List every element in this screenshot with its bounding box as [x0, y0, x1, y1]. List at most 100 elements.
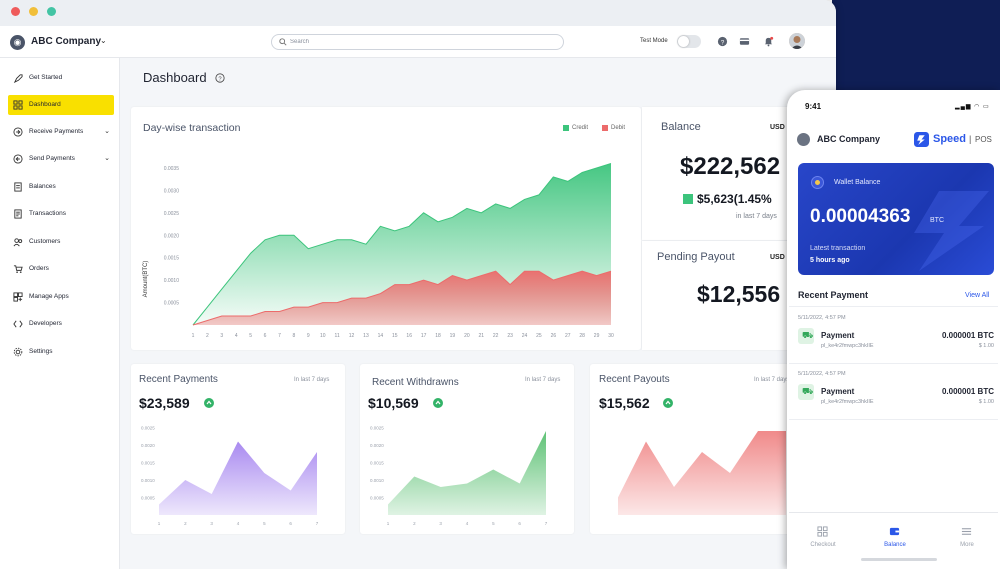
sidebar-item-get-started[interactable]: Get Started — [8, 68, 114, 88]
wallet-balance-card[interactable]: Wallet Balance 0.00004363 BTC Latest tra… — [798, 163, 994, 275]
x-tick-label: 27 — [565, 333, 571, 339]
payment-id: pl_ke4r2fmwpc3hkIIE — [821, 399, 874, 405]
sidebar-item-label: Send Payments — [29, 155, 75, 162]
recent-withdrawns-amount: $10,569 — [368, 395, 419, 411]
recent-withdrawns-period[interactable]: In last 7 days — [525, 377, 561, 383]
tab-checkout[interactable]: Checkout — [793, 524, 853, 554]
close-window-button[interactable] — [11, 7, 20, 16]
test-mode-label: Test Mode — [640, 38, 668, 44]
bell-icon[interactable] — [763, 36, 774, 47]
send-icon — [13, 154, 23, 164]
sidebar-item-settings[interactable]: Settings — [8, 342, 114, 362]
chevron-down-icon[interactable]: ⌄ — [100, 36, 107, 45]
day-wise-title: Day-wise transaction — [143, 122, 241, 134]
x-tick-label: 11 — [335, 333, 340, 339]
divider — [789, 306, 998, 307]
x-tick-label: 18 — [435, 333, 441, 339]
receive-icon — [13, 127, 23, 137]
view-all-link[interactable]: View All — [965, 292, 990, 299]
x-tick-label: 6 — [289, 521, 292, 526]
tab-balance[interactable]: Balance — [865, 524, 925, 554]
legend-credit-label: Credit — [572, 125, 589, 131]
sidebar-item-label: Balances — [29, 183, 56, 190]
x-tick-label: 17 — [421, 333, 427, 339]
desktop-window: ◉ ABC Company ⌄ Test Mode ? Get Started D… — [0, 0, 836, 569]
card-icon[interactable] — [739, 36, 750, 47]
tab-label: Balance — [884, 542, 906, 548]
tab-more[interactable]: More — [937, 524, 997, 554]
top-bar: ◉ ABC Company ⌄ Test Mode ? — [0, 26, 836, 58]
sidebar-item-receive-payments[interactable]: Receive Payments ⌄ — [8, 122, 114, 142]
debit-area — [193, 271, 611, 325]
credit-line — [192, 163, 612, 326]
y-tick-label: 0.0015 — [141, 461, 155, 466]
phone-company: ABC Company — [817, 134, 881, 144]
sidebar-item-label: Developers — [29, 320, 62, 327]
x-tick-label: 3 — [439, 521, 442, 526]
x-tick-label: 2 — [413, 521, 416, 526]
apps-icon — [13, 292, 23, 302]
x-tick-label: 1 — [387, 521, 390, 526]
balance-currency[interactable]: USD — [770, 124, 785, 131]
sidebar-item-transactions[interactable]: Transactions — [8, 204, 114, 224]
x-tick-label: 22 — [493, 333, 499, 339]
sidebar-item-manage-apps[interactable]: Manage Apps — [8, 287, 114, 307]
x-tick-label: 4 — [235, 333, 238, 339]
avatar[interactable] — [789, 33, 805, 49]
x-tick-label: 5 — [263, 521, 266, 526]
payment-row[interactable]: 5/11/2022, 4:57 PM ⛟ Payment pl_ke4r2fmw… — [789, 364, 998, 420]
payment-title: Payment — [821, 387, 855, 396]
help-circle-icon[interactable]: ? — [215, 73, 225, 83]
payment-btc: 0.000001 BTC — [941, 331, 994, 340]
rocket-icon — [13, 74, 23, 83]
sidebar: Get Started Dashboard Receive Payments ⌄ Sen… — [0, 58, 120, 569]
minimize-window-button[interactable] — [29, 7, 38, 16]
sidebar-item-label: Transactions — [29, 210, 66, 217]
sidebar-item-send-payments[interactable]: Send Payments ⌄ — [8, 149, 114, 169]
latest-time: 5 hours ago — [810, 257, 850, 264]
payment-usd: $ 1.00 — [978, 343, 994, 349]
sidebar-item-label: Settings — [29, 348, 53, 355]
search-input[interactable] — [290, 36, 550, 48]
wallet-unit: BTC — [930, 217, 944, 224]
recent-payments-chart: 0.0025 0.0020 0.0015 0.0010 0.0005 1 2 3 4 5 6 7 — [141, 426, 319, 527]
recent-payouts-period[interactable]: In last 7 days — [754, 377, 790, 383]
y-tick-label: 0.0020 — [370, 443, 384, 448]
y-tick-label: 0.0015 — [370, 461, 384, 466]
x-tick-label: 7 — [316, 521, 319, 526]
sidebar-item-customers[interactable]: Customers — [8, 232, 114, 252]
pending-currency[interactable]: USD — [770, 254, 785, 261]
x-tick-label: 13 — [363, 333, 369, 339]
tab-label: More — [960, 542, 974, 548]
sidebar-item-developers[interactable]: Developers — [8, 314, 114, 334]
cart-icon: ⛟ — [798, 328, 814, 344]
balance-icon — [14, 182, 22, 192]
balance-title: Balance — [661, 121, 701, 133]
y-tick-label: 0.0005 — [141, 496, 155, 501]
maximize-window-button[interactable] — [47, 7, 56, 16]
legend-debit-swatch — [602, 125, 608, 131]
recent-payments-amount: $23,589 — [139, 395, 190, 411]
recent-payments-period[interactable]: In last 7 days — [294, 377, 330, 383]
chevron-down-icon[interactable]: ⌄ — [104, 155, 110, 162]
pending-amount: $12,556 — [697, 281, 781, 307]
y-tick-label: 0.0020 — [141, 443, 155, 448]
grid-icon — [817, 526, 828, 537]
y-tick-label: 0.0030 — [164, 188, 180, 194]
trend-up-icon — [204, 398, 214, 408]
x-tick-label: 3 — [210, 521, 213, 526]
sidebar-item-orders[interactable]: Orders — [8, 259, 114, 279]
recent-payouts-amount: $15,562 — [599, 395, 650, 411]
payment-row[interactable]: 5/11/2022, 4:57 PM ⛟ Payment pl_ke4r2fmw… — [789, 308, 998, 364]
chevron-down-icon[interactable]: ⌄ — [104, 128, 110, 135]
y-ticks: 0.0035 0.0030 0.0025 0.0020 0.0015 0.0010 0.00… — [164, 166, 180, 307]
sidebar-item-dashboard[interactable]: Dashboard — [8, 95, 114, 115]
help-icon[interactable]: ? — [717, 36, 728, 47]
test-mode-toggle[interactable] — [677, 35, 701, 48]
company-switcher[interactable]: ABC Company — [31, 36, 102, 47]
mini-area — [618, 431, 786, 515]
search-box[interactable] — [271, 34, 564, 50]
gear-icon — [13, 347, 23, 357]
sidebar-item-balances[interactable]: Balances — [8, 177, 114, 197]
recent-payment-title: Recent Payment — [798, 290, 869, 300]
